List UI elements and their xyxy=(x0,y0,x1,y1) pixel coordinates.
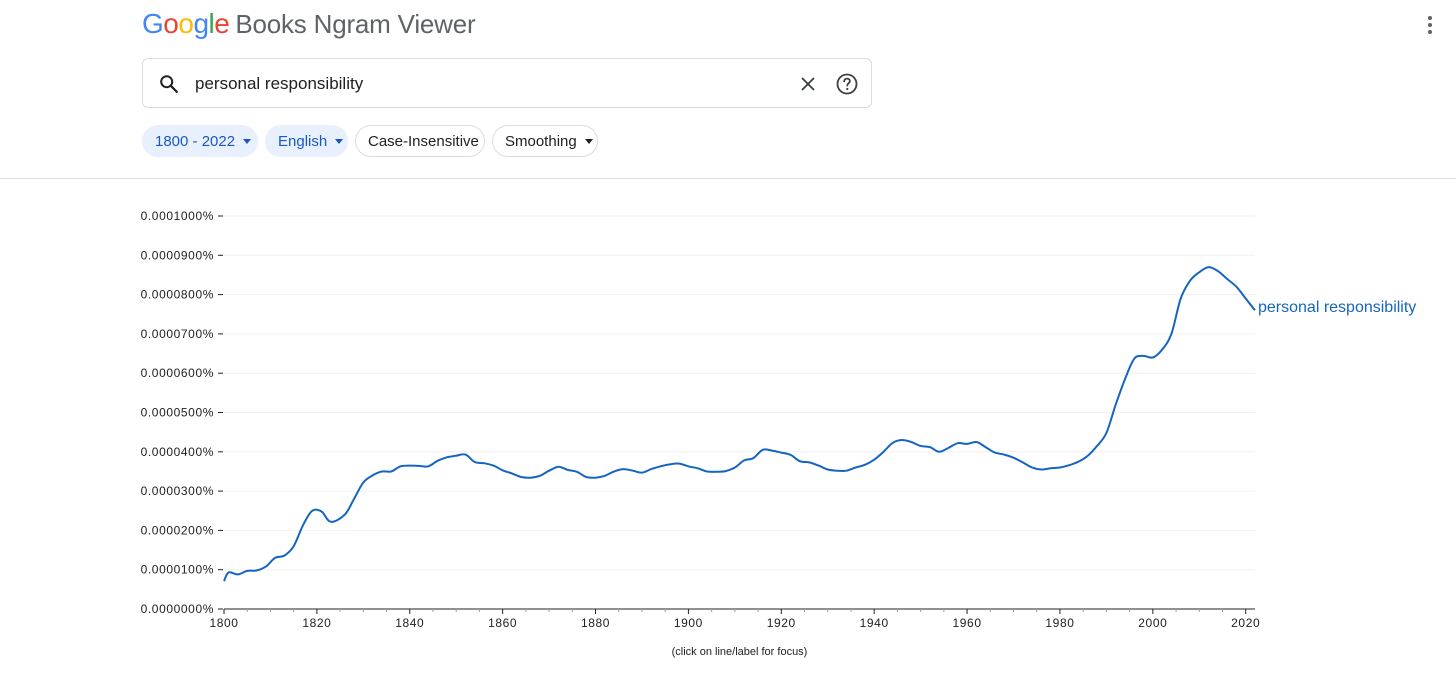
x-tick-label: 2020 xyxy=(1231,616,1260,630)
product-name: Books Ngram Viewer xyxy=(235,9,476,39)
series-line[interactable] xyxy=(223,266,1256,582)
x-tick-label: 1800 xyxy=(209,616,238,630)
help-icon[interactable] xyxy=(835,72,859,96)
y-tick-label: 0.0000500% xyxy=(141,406,214,420)
header-divider xyxy=(0,178,1456,179)
focus-hint: (click on line/label for focus) xyxy=(672,646,808,658)
x-tick-label: 1920 xyxy=(767,616,796,630)
year-range-label: 1800 - 2022 xyxy=(155,132,236,150)
close-icon[interactable] xyxy=(797,73,819,95)
x-tick-label: 1860 xyxy=(488,616,517,630)
x-tick-label: 1940 xyxy=(860,616,889,630)
y-tick-label: 0.0000600% xyxy=(141,366,214,380)
y-tick-label: 0.0000800% xyxy=(141,288,214,302)
logo-letter: l xyxy=(208,8,215,39)
chart-axes xyxy=(218,215,1255,614)
logo-letter: g xyxy=(193,8,209,39)
search-input[interactable] xyxy=(195,69,785,99)
logo-letter: G xyxy=(142,8,164,39)
y-tick-label: 0.0000900% xyxy=(141,248,214,262)
grid-lines xyxy=(224,215,1255,571)
year-range-dropdown[interactable]: 1800 - 2022 xyxy=(142,125,258,157)
y-tick-label: 0.0000000% xyxy=(141,602,214,616)
logo-letter: e xyxy=(214,8,230,39)
caret-down-icon xyxy=(335,138,344,144)
y-tick-label: 0.0000700% xyxy=(141,327,214,341)
smoothing-dropdown[interactable]: Smoothing xyxy=(492,125,598,157)
x-tick-label: 1960 xyxy=(953,616,982,630)
series-label[interactable]: personal responsibility xyxy=(1258,299,1416,316)
more-vertical-icon[interactable] xyxy=(1418,10,1442,40)
logo: Google Books Ngram Viewer xyxy=(142,8,476,42)
y-tick-label: 0.0000200% xyxy=(141,523,214,537)
series-lines xyxy=(223,266,1256,582)
case-insensitive-toggle[interactable]: Case-Insensitive xyxy=(355,125,485,157)
search-icon[interactable] xyxy=(158,73,180,95)
caret-down-icon xyxy=(243,138,252,144)
menu-dot xyxy=(1428,23,1432,27)
x-tick-label: 1880 xyxy=(581,616,610,630)
corpus-dropdown[interactable]: English xyxy=(265,125,348,157)
menu-dot xyxy=(1428,16,1432,20)
x-tick-label: 1820 xyxy=(302,616,331,630)
y-tick-label: 0.0000400% xyxy=(141,445,214,459)
x-tick-label: 1840 xyxy=(395,616,424,630)
search-bar xyxy=(142,58,872,108)
case-label: Case-Insensitive xyxy=(368,132,479,150)
y-tick-label: 0.0000100% xyxy=(141,563,214,577)
x-tick-label: 1900 xyxy=(674,616,703,630)
corpus-label: English xyxy=(278,132,328,150)
menu-dot xyxy=(1428,30,1432,34)
y-tick-label: 0.0000300% xyxy=(141,484,214,498)
y-tick-label: 0.0001000% xyxy=(141,209,214,223)
chart-labels: 0.0000000% 0.0000100% 0.0000200% 0.0000300%… xyxy=(141,209,1417,658)
smoothing-label: Smoothing xyxy=(505,132,577,150)
logo-letter: o xyxy=(163,8,179,39)
caret-down-icon xyxy=(584,138,593,144)
x-tick-label: 2000 xyxy=(1138,616,1167,630)
logo-letter: o xyxy=(178,8,194,39)
x-tick-label: 1980 xyxy=(1045,616,1074,630)
google-wordmark: Google xyxy=(142,8,230,40)
